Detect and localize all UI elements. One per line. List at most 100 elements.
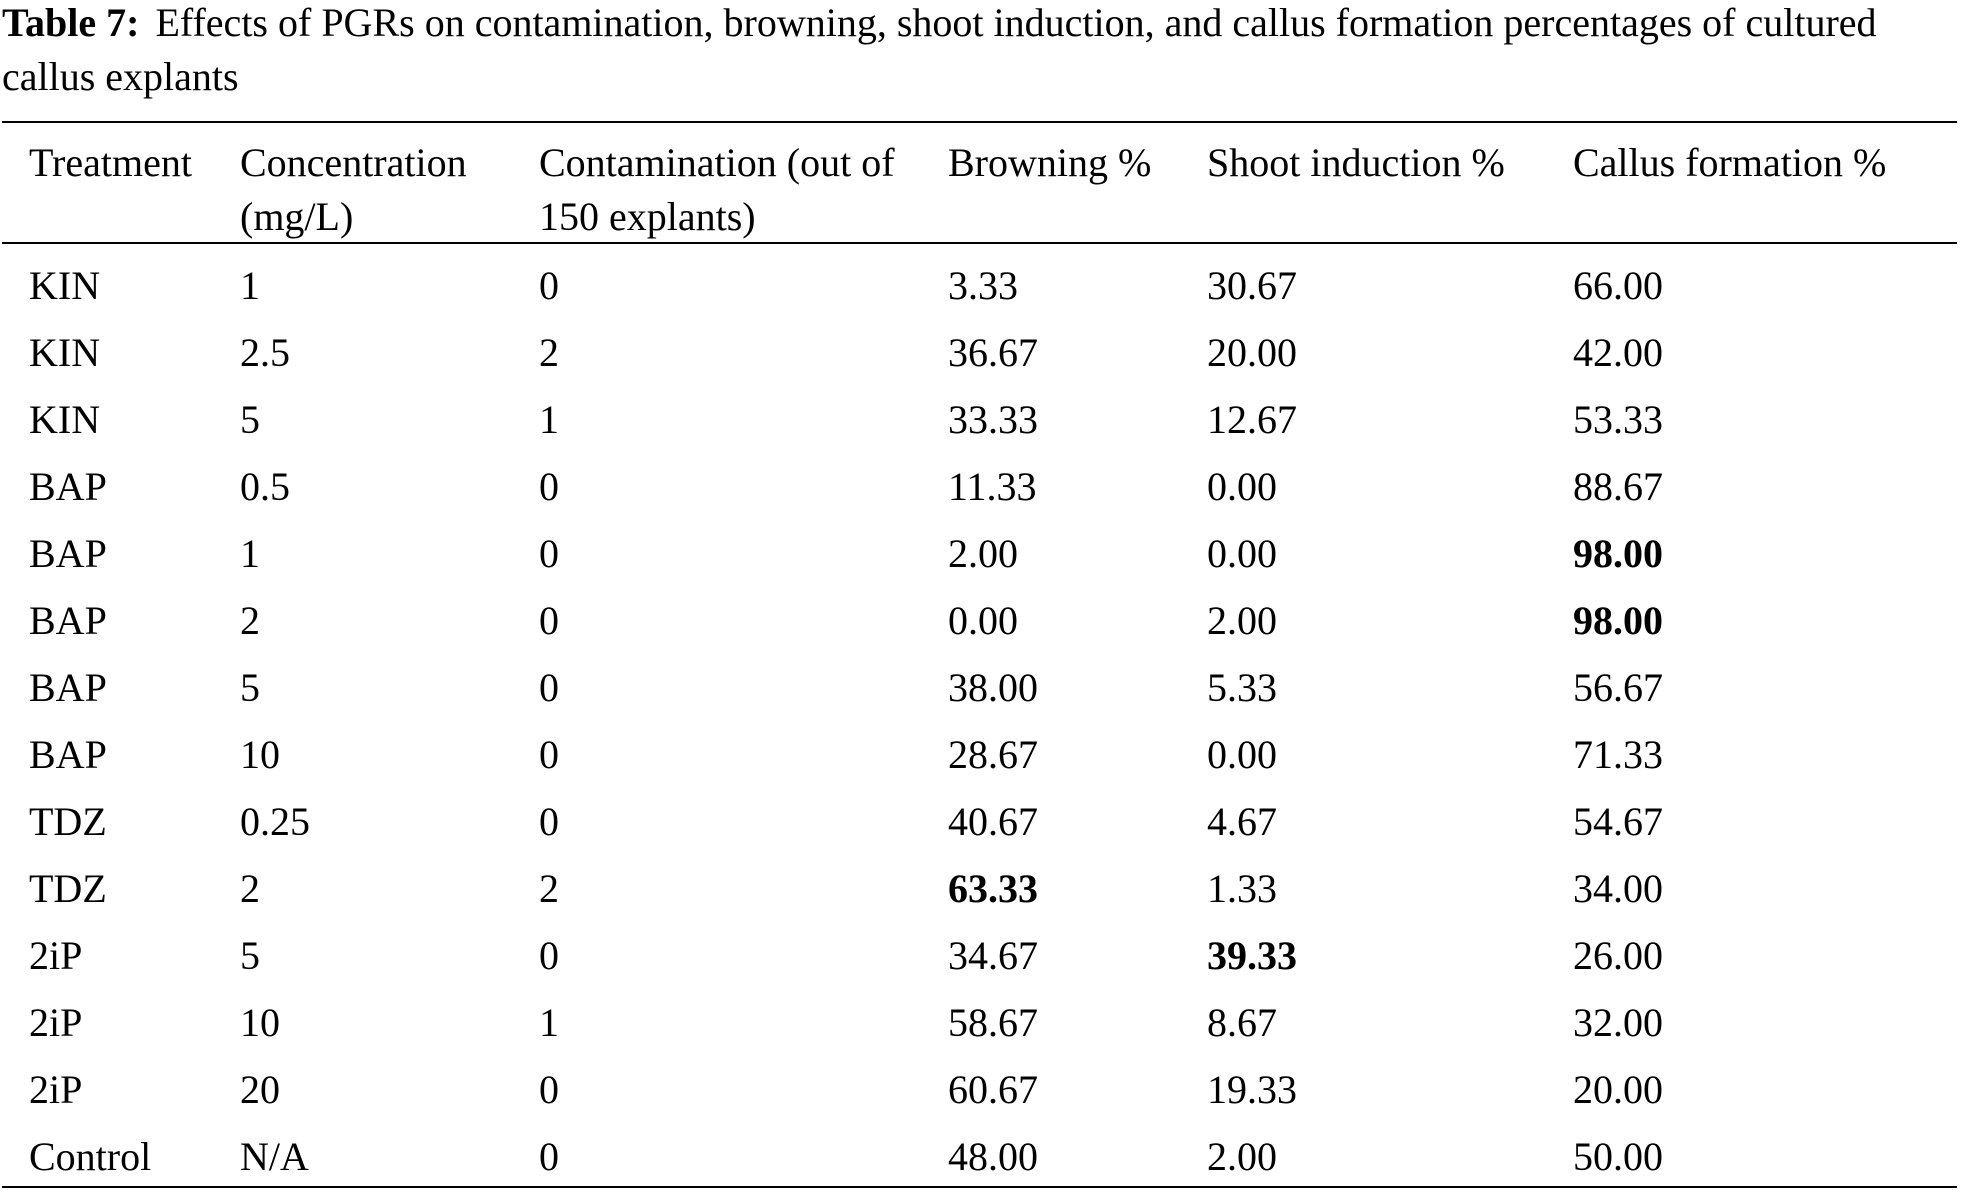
cell-callus-formation: 42.00: [1573, 330, 1663, 375]
cell-concentration: 2.5: [240, 330, 290, 375]
cell-callus-formation: 66.00: [1573, 263, 1663, 308]
cell-contamination: 2: [539, 330, 559, 375]
table-caption-label: Table 7:: [2, 0, 140, 45]
cell-contamination: 0: [539, 464, 559, 509]
table-caption: Table 7: Effects of PGRs on contamination…: [2, 0, 1957, 104]
cell-shoot-induction: 5.33: [1207, 665, 1277, 710]
cell-treatment: TDZ: [29, 866, 107, 911]
cell-concentration: 5: [240, 665, 260, 710]
cell-contamination: 0: [539, 531, 559, 576]
cell-callus-formation: 50.00: [1573, 1134, 1663, 1179]
cell-callus-formation: 71.33: [1573, 732, 1663, 777]
cell-concentration: 2: [240, 598, 260, 643]
cell-contamination: 1: [539, 1000, 559, 1045]
cell-concentration: 0.25: [240, 799, 310, 844]
cell-callus-formation: 56.67: [1573, 665, 1663, 710]
cell-shoot-induction: 0.00: [1207, 732, 1277, 777]
cell-shoot-induction: 19.33: [1207, 1067, 1297, 1112]
table-row: KIN 5 1 33.33 12.67 53.33: [0, 386, 1961, 453]
cell-treatment: 2iP: [29, 933, 83, 978]
header-contamination-text: Contamination (out of 150 explants): [539, 140, 895, 239]
table-caption-text: Effects of PGRs on contamination, browni…: [2, 0, 1877, 99]
cell-treatment: BAP: [29, 531, 107, 576]
header-shoot-induction: Shoot induction %: [1207, 140, 1505, 185]
cell-contamination: 0: [539, 1067, 559, 1112]
cell-browning: 60.67: [948, 1067, 1038, 1112]
cell-treatment: KIN: [29, 263, 101, 308]
table-row: TDZ 2 2 63.33 1.33 34.00: [0, 855, 1961, 922]
cell-treatment: BAP: [29, 464, 107, 509]
header-concentration: Concentration (mg/L): [240, 136, 510, 244]
cell-contamination: 0: [539, 933, 559, 978]
cell-shoot-induction: 20.00: [1207, 330, 1297, 375]
cell-browning: 11.33: [948, 464, 1037, 509]
cell-concentration: 10: [240, 732, 280, 777]
cell-concentration: 1: [240, 531, 260, 576]
table-row: TDZ 0.25 0 40.67 4.67 54.67: [0, 788, 1961, 855]
cell-callus-formation: 98.00: [1573, 598, 1663, 643]
cell-callus-formation: 88.67: [1573, 464, 1663, 509]
cell-shoot-induction: 30.67: [1207, 263, 1297, 308]
cell-browning: 36.67: [948, 330, 1038, 375]
table-row: BAP 0.5 0 11.33 0.00 88.67: [0, 453, 1961, 520]
table-body: KIN 1 0 3.33 30.67 66.00 KIN 2.5 2 36.67 20.00 42.0…: [0, 252, 1961, 1190]
cell-shoot-induction: 4.67: [1207, 799, 1277, 844]
cell-treatment: Control: [29, 1134, 152, 1179]
table-row: BAP 5 0 38.00 5.33 56.67: [0, 654, 1961, 721]
cell-shoot-induction: 0.00: [1207, 531, 1277, 576]
cell-concentration: 10: [240, 1000, 280, 1045]
cell-shoot-induction: 0.00: [1207, 464, 1277, 509]
cell-contamination: 0: [539, 732, 559, 777]
table-row: 2iP 5 0 34.67 39.33 26.00: [0, 922, 1961, 989]
table-row: 2iP 20 0 60.67 19.33 20.00: [0, 1056, 1961, 1123]
cell-contamination: 0: [539, 1134, 559, 1179]
table-row: BAP 10 0 28.67 0.00 71.33: [0, 721, 1961, 788]
cell-treatment: BAP: [29, 598, 107, 643]
cell-callus-formation: 26.00: [1573, 933, 1663, 978]
cell-browning: 0.00: [948, 598, 1018, 643]
cell-browning: 58.67: [948, 1000, 1038, 1045]
cell-browning: 34.67: [948, 933, 1038, 978]
table-row: KIN 1 0 3.33 30.67 66.00: [0, 252, 1961, 319]
cell-shoot-induction: 8.67: [1207, 1000, 1277, 1045]
cell-callus-formation: 34.00: [1573, 866, 1663, 911]
table-bottom-rule: [2, 1186, 1957, 1188]
cell-treatment: KIN: [29, 397, 101, 442]
cell-concentration: 5: [240, 397, 260, 442]
table-row: 2iP 10 1 58.67 8.67 32.00: [0, 989, 1961, 1056]
cell-concentration: 0.5: [240, 464, 290, 509]
cell-browning: 38.00: [948, 665, 1038, 710]
cell-shoot-induction: 2.00: [1207, 598, 1277, 643]
cell-treatment: 2iP: [29, 1067, 83, 1112]
table-top-rule: [2, 121, 1957, 123]
cell-browning: 40.67: [948, 799, 1038, 844]
cell-treatment: TDZ: [29, 799, 107, 844]
header-concentration-text: Concentration (mg/L): [240, 140, 467, 239]
cell-shoot-induction: 39.33: [1207, 933, 1297, 978]
cell-callus-formation: 32.00: [1573, 1000, 1663, 1045]
cell-browning: 3.33: [948, 263, 1018, 308]
cell-shoot-induction: 12.67: [1207, 397, 1297, 442]
cell-shoot-induction: 1.33: [1207, 866, 1277, 911]
cell-callus-formation: 98.00: [1573, 531, 1663, 576]
table-row: Control N/A 0 48.00 2.00 50.00: [0, 1123, 1961, 1190]
cell-contamination: 1: [539, 397, 559, 442]
cell-treatment: 2iP: [29, 1000, 83, 1045]
cell-callus-formation: 20.00: [1573, 1067, 1663, 1112]
table-row: BAP 2 0 0.00 2.00 98.00: [0, 587, 1961, 654]
cell-browning: 33.33: [948, 397, 1038, 442]
table-row: KIN 2.5 2 36.67 20.00 42.00: [0, 319, 1961, 386]
header-callus-formation: Callus formation %: [1573, 140, 1887, 185]
header-treatment: Treatment: [29, 140, 192, 185]
cell-treatment: BAP: [29, 665, 107, 710]
cell-concentration: 20: [240, 1067, 280, 1112]
cell-browning: 28.67: [948, 732, 1038, 777]
cell-concentration: 1: [240, 263, 260, 308]
table-header-rule: [2, 242, 1957, 244]
cell-concentration: 2: [240, 866, 260, 911]
table-row: BAP 1 0 2.00 0.00 98.00: [0, 520, 1961, 587]
header-browning: Browning %: [948, 140, 1152, 185]
cell-concentration: 5: [240, 933, 260, 978]
cell-contamination: 0: [539, 263, 559, 308]
cell-shoot-induction: 2.00: [1207, 1134, 1277, 1179]
